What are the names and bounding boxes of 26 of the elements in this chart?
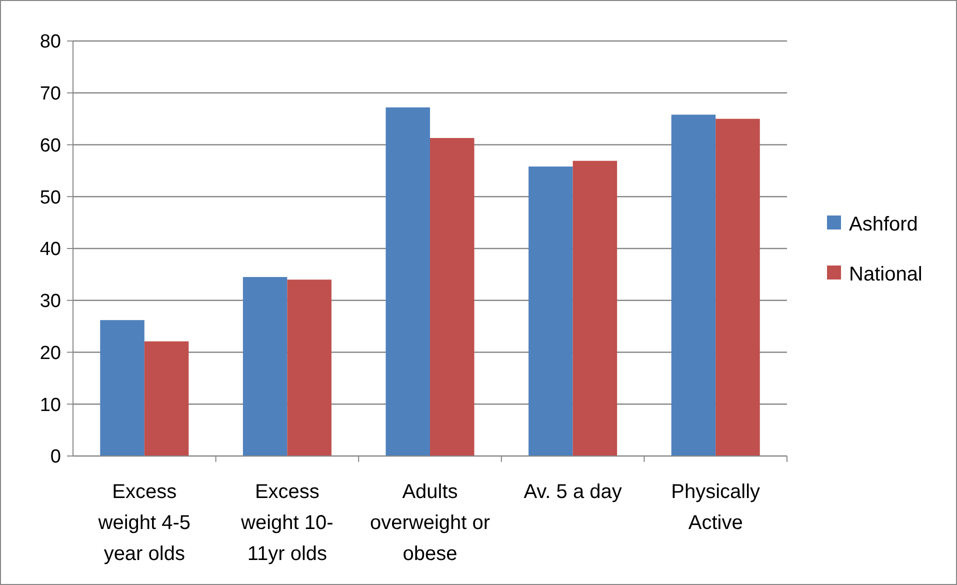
y-tick-label: 20 bbox=[40, 342, 61, 364]
y-tick-label: 0 bbox=[50, 446, 61, 468]
x-tick-label: Adults overweight or obese bbox=[370, 481, 490, 565]
bar bbox=[287, 280, 332, 456]
bar bbox=[528, 166, 573, 456]
y-tick-label: 30 bbox=[40, 291, 61, 312]
bar bbox=[716, 118, 760, 456]
y-tick-label: 50 bbox=[40, 187, 61, 208]
legend-label: National bbox=[849, 264, 922, 286]
x-tick-label: Physically Active bbox=[671, 481, 760, 534]
x-tick-label: Excess weight 10-11yr olds bbox=[240, 481, 334, 565]
legend-label: Ashford bbox=[849, 214, 918, 236]
y-tick-label: 70 bbox=[40, 84, 61, 105]
y-tick-label: 80 bbox=[40, 32, 61, 53]
bar bbox=[100, 320, 144, 456]
x-tick-label: Excess weight 4-5 year olds bbox=[97, 481, 191, 565]
bar bbox=[242, 277, 288, 456]
bar bbox=[144, 341, 189, 456]
x-tick-label: Av. 5 a day bbox=[524, 481, 622, 503]
y-tick-label: 60 bbox=[40, 135, 61, 156]
y-tick-label: 40 bbox=[40, 239, 61, 260]
bar bbox=[572, 160, 618, 456]
y-tick-label: 10 bbox=[40, 394, 61, 416]
bar bbox=[386, 107, 430, 456]
bar bbox=[671, 114, 716, 456]
bar bbox=[430, 138, 474, 456]
